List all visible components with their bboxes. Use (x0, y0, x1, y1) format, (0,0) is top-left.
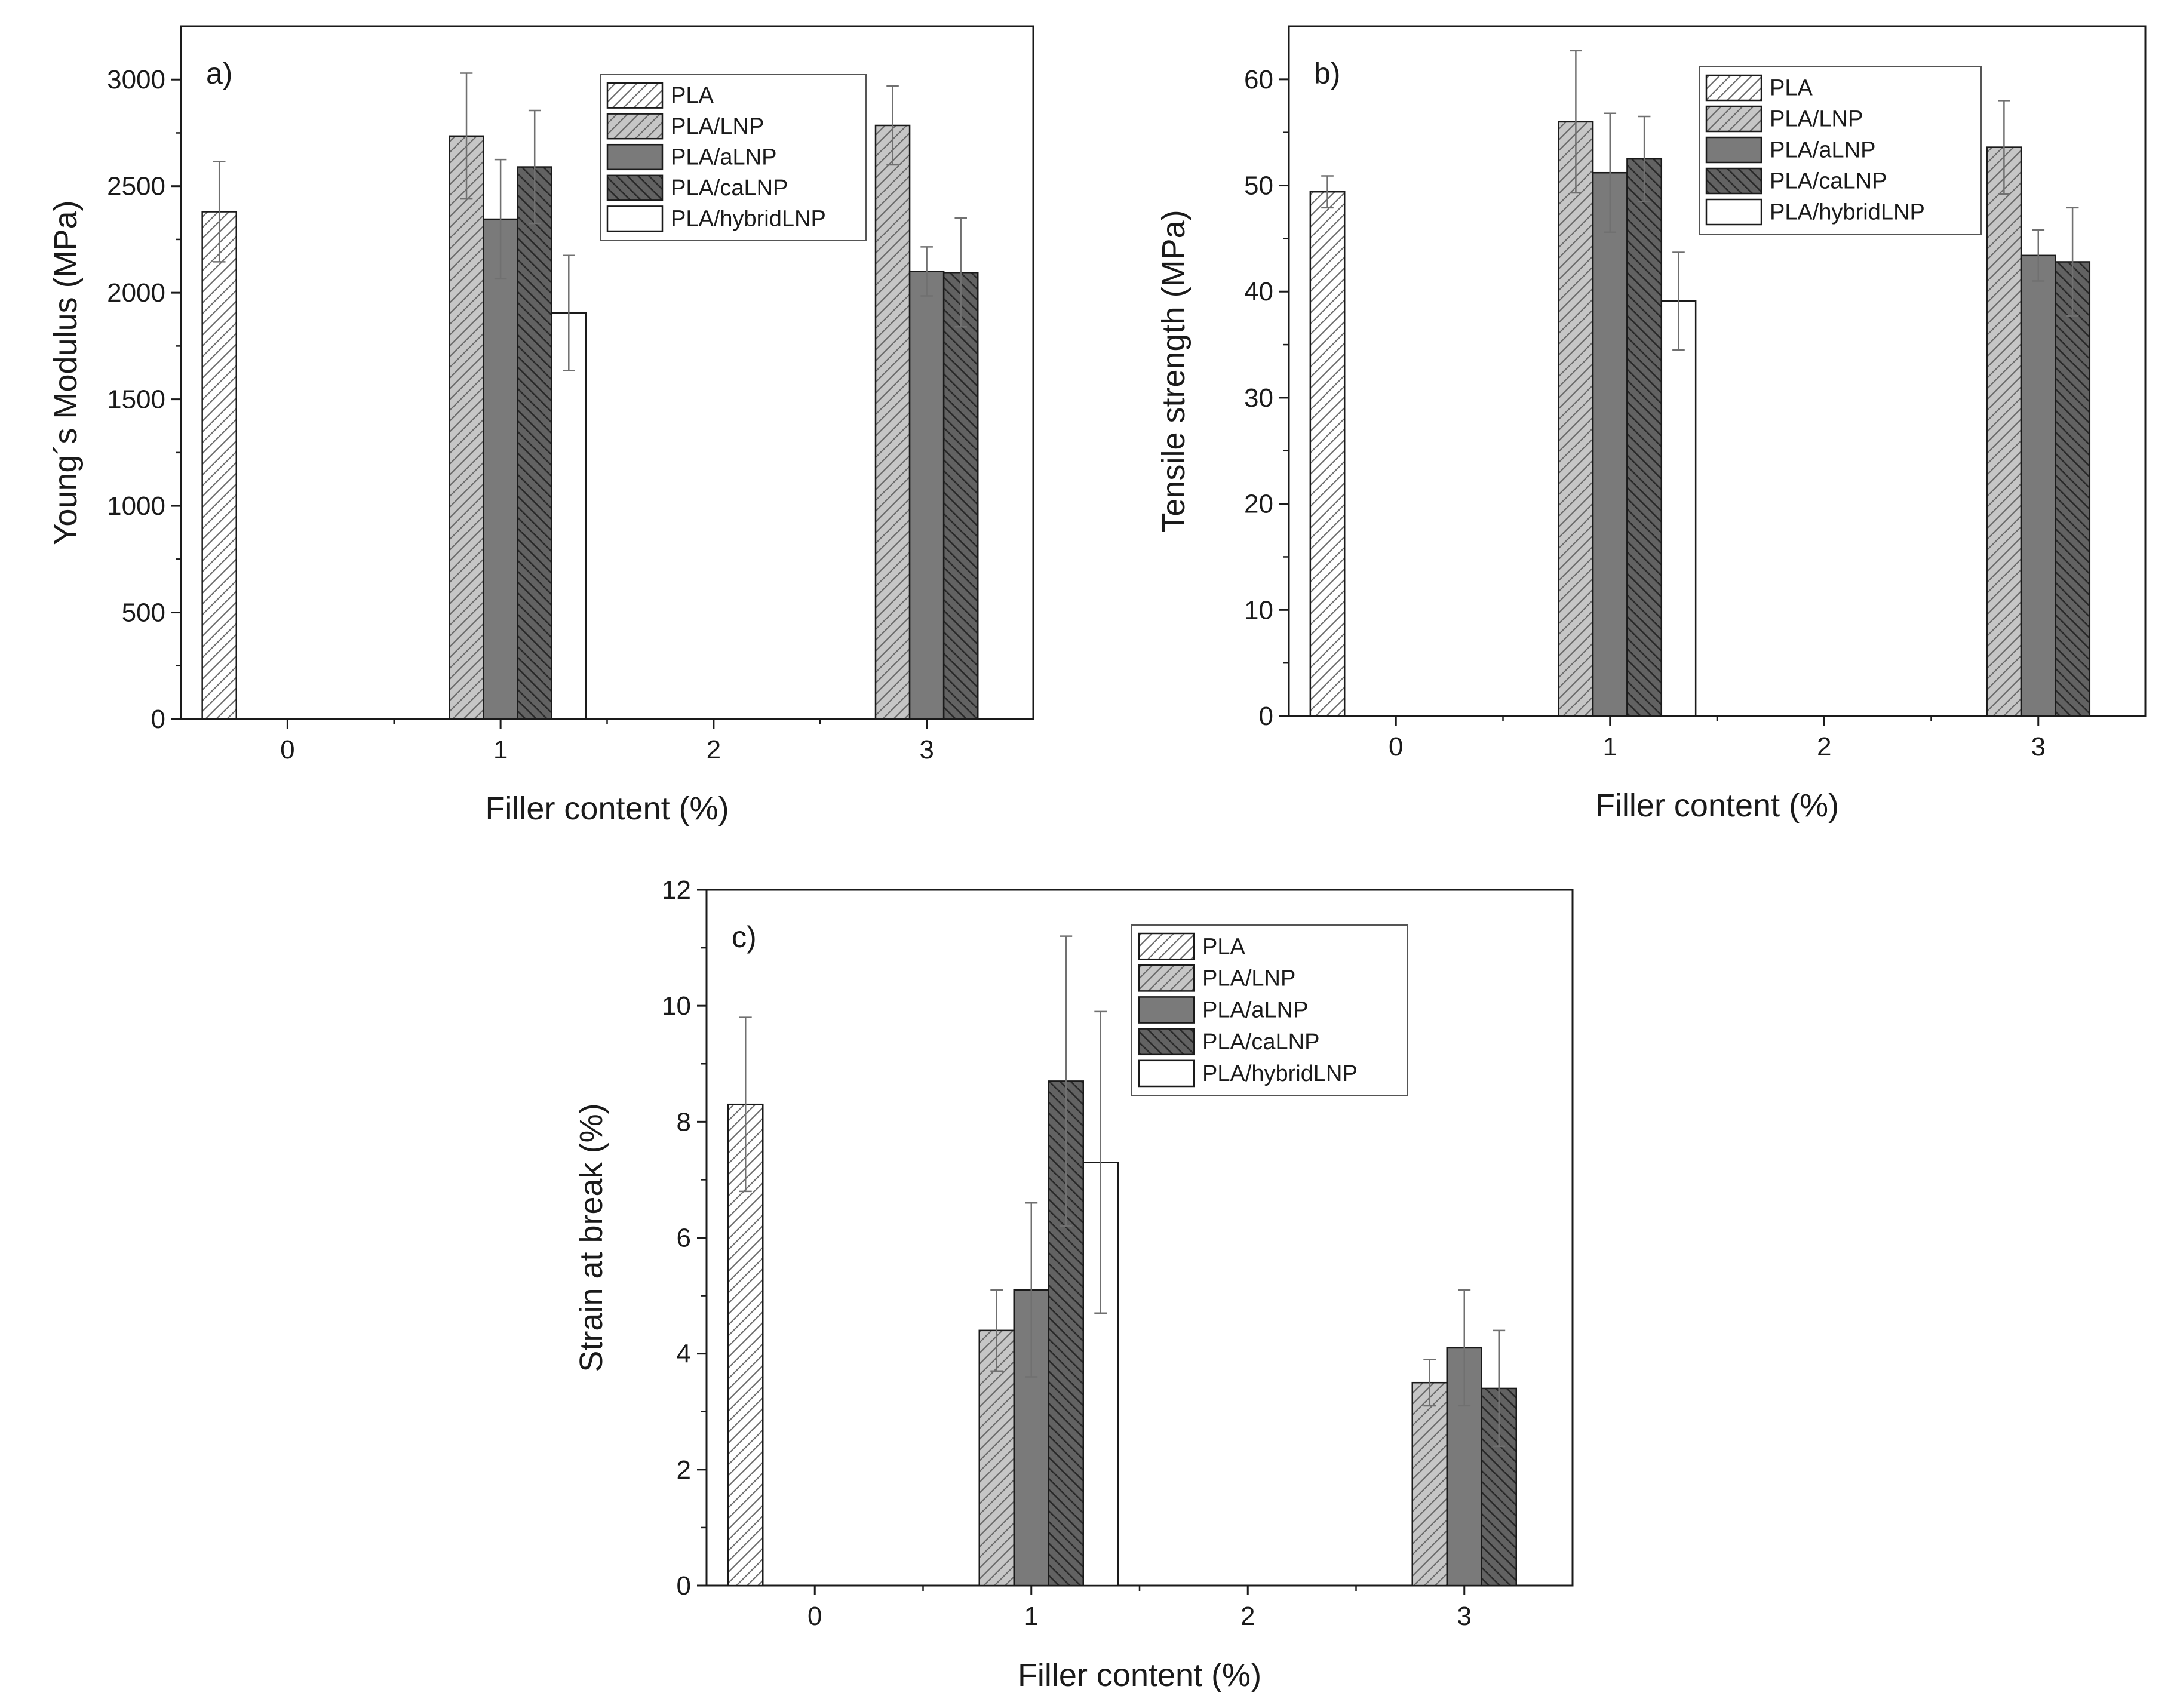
legend-label: PLA/caLNP (1202, 1030, 1319, 1055)
legend-label: PLA (1770, 75, 1813, 100)
y-tick-label: 3000 (107, 65, 165, 94)
y-tick-label: 30 (1244, 383, 1273, 413)
legend-swatch (1705, 74, 1762, 102)
bar-pla-calnp (1626, 158, 1663, 717)
bar-pla-lnp (1558, 121, 1594, 717)
legend-label: PLA/aLNP (1202, 998, 1308, 1023)
y-tick-label: 10 (1244, 595, 1273, 625)
panel-label: a) (206, 57, 232, 90)
legend-swatch (606, 205, 664, 232)
legend: PLA PLA/LNP PLA/aLNP PLA/caLNP PLA/hybridLNP (600, 74, 867, 241)
x-tick-label: 1 (1024, 1602, 1039, 1631)
bar-pla-alnp (908, 271, 945, 720)
legend-label: PLA (671, 83, 714, 108)
bar-pla-alnp (483, 218, 518, 720)
bar-pla-lnp (1411, 1381, 1448, 1587)
legend-label: PLA/aLNP (1770, 137, 1875, 162)
y-tick-label: 10 (662, 991, 691, 1021)
x-tick-label: 1 (1603, 732, 1617, 761)
y-tick-label: 2500 (107, 172, 165, 201)
legend-swatch (606, 82, 664, 109)
legend-swatch (1138, 1028, 1195, 1056)
legend-label: PLA/caLNP (1770, 168, 1887, 193)
legend-label: PLA/caLNP (671, 176, 788, 201)
legend-label: PLA (1202, 934, 1245, 959)
bar-pla-calnp (942, 271, 979, 720)
legend-swatch (1138, 964, 1195, 992)
bar-pla-hybridlnp (551, 312, 587, 720)
y-tick-label: 0 (1259, 702, 1273, 731)
y-axis-title: Young´s Modulus (MPa) (48, 200, 84, 545)
legend: PLA PLA/LNP PLA/aLNP PLA/caLNP PLA/hybridLNP (1131, 924, 1408, 1096)
y-tick-label: 6 (677, 1224, 691, 1253)
x-tick-label: 1 (493, 735, 508, 764)
bar-pla-lnp (449, 135, 484, 720)
x-tick-label: 0 (280, 735, 294, 764)
legend-label: PLA/hybridLNP (1202, 1061, 1358, 1086)
y-axis-title: Tensile strength (MPa) (1156, 210, 1192, 532)
bar-pla-alnp (2020, 254, 2056, 717)
x-tick-label: 0 (1389, 732, 1403, 761)
panel-label: b) (1314, 57, 1340, 90)
legend-label: PLA/LNP (1770, 106, 1863, 131)
y-tick-label: 20 (1244, 490, 1273, 519)
legend-swatch (1138, 1059, 1195, 1088)
bar-pla-lnp (1986, 146, 2022, 717)
y-tick-label: 40 (1244, 277, 1273, 306)
panel-label: c) (732, 920, 757, 954)
x-axis-title: Filler content (%) (1018, 1657, 1261, 1693)
y-tick-label: 50 (1244, 171, 1273, 201)
y-tick-label: 1500 (107, 385, 165, 414)
x-tick-label: 3 (919, 735, 934, 764)
y-tick-label: 2 (677, 1455, 691, 1485)
legend-swatch (606, 174, 664, 201)
y-tick-label: 0 (677, 1571, 691, 1601)
x-axis-title: Filler content (%) (485, 791, 729, 827)
legend-label: PLA/aLNP (671, 145, 776, 170)
bar-pla-calnp (517, 166, 552, 720)
x-tick-label: 2 (1240, 1602, 1255, 1631)
y-tick-label: 2000 (107, 278, 165, 308)
legend-swatch (606, 143, 664, 171)
bar-pla-hybridlnp (1660, 300, 1697, 717)
bar-pla (201, 211, 238, 720)
x-tick-label: 2 (707, 735, 721, 764)
y-tick-label: 0 (151, 705, 165, 734)
legend-swatch (1138, 932, 1195, 960)
legend-swatch (1705, 167, 1762, 195)
x-axis-title: Filler content (%) (1595, 788, 1839, 824)
y-tick-label: 12 (662, 875, 691, 905)
legend-label: PLA/LNP (671, 114, 764, 139)
bar-pla-alnp (1592, 171, 1628, 717)
legend-swatch (1705, 136, 1762, 164)
y-tick-label: 1000 (107, 491, 165, 521)
x-tick-label: 3 (2031, 732, 2046, 761)
x-tick-label: 2 (1817, 732, 1831, 761)
x-tick-label: 0 (807, 1602, 822, 1631)
panel-a: 0 500 1000 1500 2000 2500 3000 0 1 2 3 a) Filler con… (48, 25, 1034, 827)
y-tick-label: 500 (122, 598, 165, 628)
legend-swatch (1138, 996, 1195, 1024)
y-tick-label: 4 (677, 1340, 691, 1369)
legend-label: PLA/hybridLNP (671, 207, 826, 232)
y-tick-label: 60 (1244, 65, 1273, 94)
panel-b: 0 10 20 30 40 50 60 0 1 2 3 b) Filler content (%) Ten… (1156, 25, 2147, 824)
legend-swatch (1705, 198, 1762, 226)
bar-pla-lnp (874, 124, 911, 720)
bar-pla (1309, 191, 1346, 717)
bar-pla-calnp (2055, 261, 2091, 717)
legend-swatch (1705, 105, 1762, 133)
legend-swatch (606, 113, 664, 140)
legend-label: PLA/LNP (1202, 966, 1295, 991)
legend-label: PLA/hybridLNP (1770, 199, 1925, 225)
x-tick-label: 3 (1457, 1602, 1472, 1631)
y-axis-title: Strain at break (%) (573, 1103, 609, 1372)
legend: PLA PLA/LNP PLA/aLNP PLA/caLNP PLA/hybridLNP (1699, 66, 1982, 235)
y-tick-label: 8 (677, 1107, 691, 1136)
